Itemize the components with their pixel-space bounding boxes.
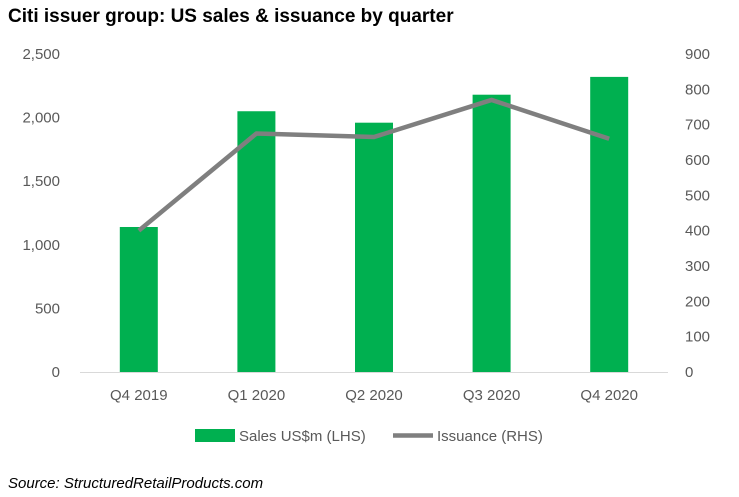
x-tick-label: Q3 2020 [463,387,521,404]
left-tick-label: 1,500 [22,173,60,190]
x-axis-ticks: Q4 2019 Q1 2020 Q2 2020 Q3 2020 Q4 2020 [110,387,638,404]
right-tick-label: 600 [685,152,710,169]
right-tick-label: 800 [685,81,710,98]
legend-label-issuance: Issuance (RHS) [437,428,543,445]
sales-bar [355,122,393,372]
x-tick-label: Q4 2019 [110,387,168,404]
right-axis-ticks: 0 100 200 300 400 500 600 700 800 900 [685,46,710,381]
x-tick-label: Q1 2020 [228,387,286,404]
source-note: Source: StructuredRetailProducts.com [8,475,264,492]
sales-bar [472,94,511,372]
right-tick-label: 200 [685,293,710,310]
left-tick-label: 500 [35,300,60,317]
left-tick-label: 1,000 [22,237,60,254]
left-tick-label: 2,000 [22,110,60,127]
right-tick-label: 300 [685,258,710,275]
left-tick-label: 0 [52,364,60,381]
x-tick-label: Q2 2020 [345,387,403,404]
legend-label-sales: Sales US$m (LHS) [239,428,366,445]
right-tick-label: 900 [685,46,710,63]
bar-series [119,76,629,373]
legend: Sales US$m (LHS) Issuance (RHS) [195,428,543,445]
right-tick-label: 400 [685,223,710,240]
right-tick-label: 0 [685,364,693,381]
right-tick-label: 100 [685,329,710,346]
sales-bar [119,226,158,372]
x-tick-label: Q4 2020 [580,387,638,404]
right-tick-label: 700 [685,117,710,134]
issuance-line [137,97,610,233]
sales-bar [237,111,276,373]
right-tick-label: 500 [685,187,710,204]
legend-swatch-sales [195,429,235,442]
left-axis-ticks: 0 500 1,000 1,500 2,000 2,500 [22,46,60,381]
chart-title: Citi issuer group: US sales & issuance b… [8,6,454,27]
left-tick-label: 2,500 [22,46,60,63]
sales-bar [590,76,629,372]
